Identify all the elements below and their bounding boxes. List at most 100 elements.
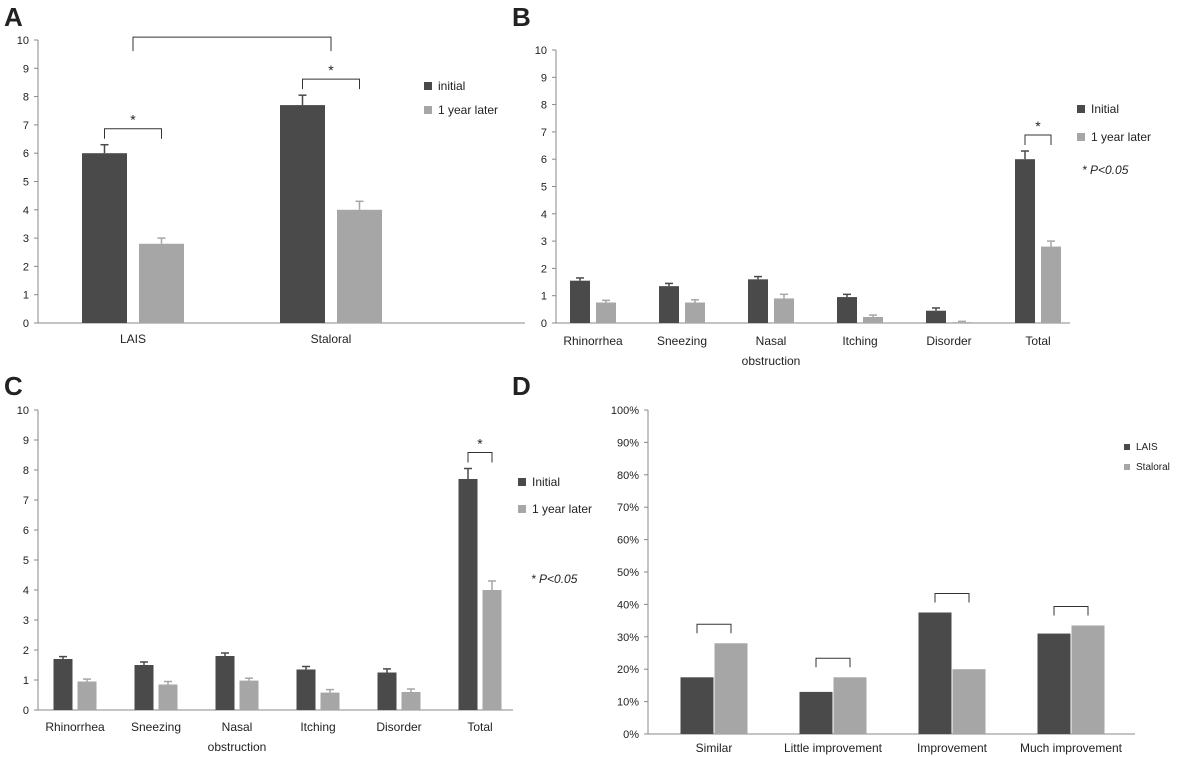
bar xyxy=(337,209,382,323)
y-tick-label: 4 xyxy=(23,205,29,217)
legend-label: Initial xyxy=(1091,102,1119,116)
y-tick-label: 1 xyxy=(23,290,29,302)
bar xyxy=(77,681,97,710)
y-tick-label: 20% xyxy=(617,664,639,676)
bar xyxy=(952,669,986,734)
y-tick-label: 6 xyxy=(23,148,29,160)
panel-c: C 0 1 2 3 4 5 6 7 8 9 10 Rhinorrhea Sneezing Nasal obst… xyxy=(4,371,592,754)
y-tick-label: 9 xyxy=(541,72,547,84)
panel-letter: B xyxy=(512,2,531,32)
x-category-label: Nasal xyxy=(222,720,253,734)
y-tick-label: 7 xyxy=(23,495,29,507)
panel-a: A 0 1 2 3 4 5 6 7 8 9 10 LAIS Staloral * * initial 1 year… xyxy=(4,2,525,346)
bar xyxy=(53,659,73,710)
significance-bracket xyxy=(1024,134,1052,146)
y-tick-label: 1 xyxy=(23,675,29,687)
p-value-note: * P<0.05 xyxy=(531,572,578,586)
x-category-label: Itching xyxy=(842,334,877,348)
bar xyxy=(82,153,127,323)
legend-swatch xyxy=(518,505,526,513)
significance-bracket xyxy=(1053,605,1089,616)
bar xyxy=(280,105,325,323)
significance-bracket xyxy=(815,657,851,668)
bar xyxy=(659,286,679,323)
bar xyxy=(215,656,235,710)
x-category-label: obstruction xyxy=(208,740,267,754)
significance-bracket xyxy=(467,452,493,463)
panel-letter: A xyxy=(4,2,23,32)
y-tick-label: 2 xyxy=(541,263,547,275)
y-tick-label: 0 xyxy=(23,705,29,717)
legend-label: Staloral xyxy=(1136,462,1170,473)
bar xyxy=(134,665,154,710)
x-category-label: Rhinorrhea xyxy=(45,720,105,734)
legend-label: 1 year later xyxy=(532,502,592,516)
y-tick-label: 80% xyxy=(617,470,639,482)
significance-bracket xyxy=(934,593,970,603)
bar xyxy=(833,677,867,734)
bar xyxy=(799,691,833,734)
legend-swatch xyxy=(424,82,432,90)
y-tick-label: 40% xyxy=(617,599,639,611)
y-tick-label: 30% xyxy=(617,632,639,644)
y-tick-label: 3 xyxy=(541,236,547,248)
legend-swatch xyxy=(1124,444,1130,450)
x-category-label: Disorder xyxy=(926,334,971,348)
significance-label: * xyxy=(130,112,136,128)
legend-label: LAIS xyxy=(1136,442,1158,453)
y-tick-label: 10 xyxy=(535,45,547,57)
y-tick-label: 0 xyxy=(23,318,29,330)
bar xyxy=(401,692,421,710)
x-category-label: Much improvement xyxy=(1020,741,1123,755)
y-tick-label: 9 xyxy=(23,63,29,75)
y-tick-label: 10 xyxy=(17,35,29,47)
bar xyxy=(926,310,946,323)
y-tick-label: 7 xyxy=(23,120,29,132)
bar xyxy=(680,677,714,734)
bar xyxy=(1015,159,1035,323)
p-value-note: * P<0.05 xyxy=(1082,163,1129,177)
significance-bracket xyxy=(302,78,360,90)
y-tick-label: 5 xyxy=(541,182,547,194)
x-category-label: Staloral xyxy=(311,332,352,346)
y-tick-label: 5 xyxy=(23,177,29,189)
x-category-label: LAIS xyxy=(120,332,146,346)
significance-label: * xyxy=(477,436,483,452)
x-category-label: Itching xyxy=(300,720,335,734)
y-tick-label: 3 xyxy=(23,615,29,627)
y-tick-label: 10 xyxy=(17,405,29,417)
y-tick-label: 5 xyxy=(23,555,29,567)
y-tick-label: 0% xyxy=(623,729,639,741)
y-tick-label: 7 xyxy=(541,127,547,139)
bar xyxy=(158,684,178,710)
y-tick-label: 3 xyxy=(23,233,29,245)
y-tick-label: 90% xyxy=(617,437,639,449)
panel-letter: D xyxy=(512,371,531,401)
legend-label: initial xyxy=(438,79,465,93)
bar xyxy=(1037,633,1071,734)
y-tick-label: 8 xyxy=(23,465,29,477)
y-tick-label: 0 xyxy=(541,318,547,330)
x-category-label: Little improvement xyxy=(784,741,883,755)
y-tick-label: 4 xyxy=(23,585,29,597)
bar xyxy=(774,298,794,323)
significance-bracket xyxy=(104,128,162,139)
bar xyxy=(139,243,184,323)
x-category-label: Improvement xyxy=(917,741,988,755)
x-category-label: obstruction xyxy=(742,354,801,368)
legend-label: Initial xyxy=(532,475,560,489)
bar xyxy=(863,316,883,323)
y-tick-label: 2 xyxy=(23,645,29,657)
bar xyxy=(570,280,590,323)
bar xyxy=(952,322,972,323)
y-tick-label: 8 xyxy=(541,100,547,112)
bar xyxy=(239,680,259,710)
significance-bracket xyxy=(696,623,732,634)
bar xyxy=(1041,246,1061,323)
significance-label: * xyxy=(1035,118,1041,134)
legend-swatch xyxy=(1077,105,1085,113)
x-category-label: Total xyxy=(1025,334,1050,348)
legend-swatch xyxy=(518,478,526,486)
legend-swatch xyxy=(1124,464,1130,470)
